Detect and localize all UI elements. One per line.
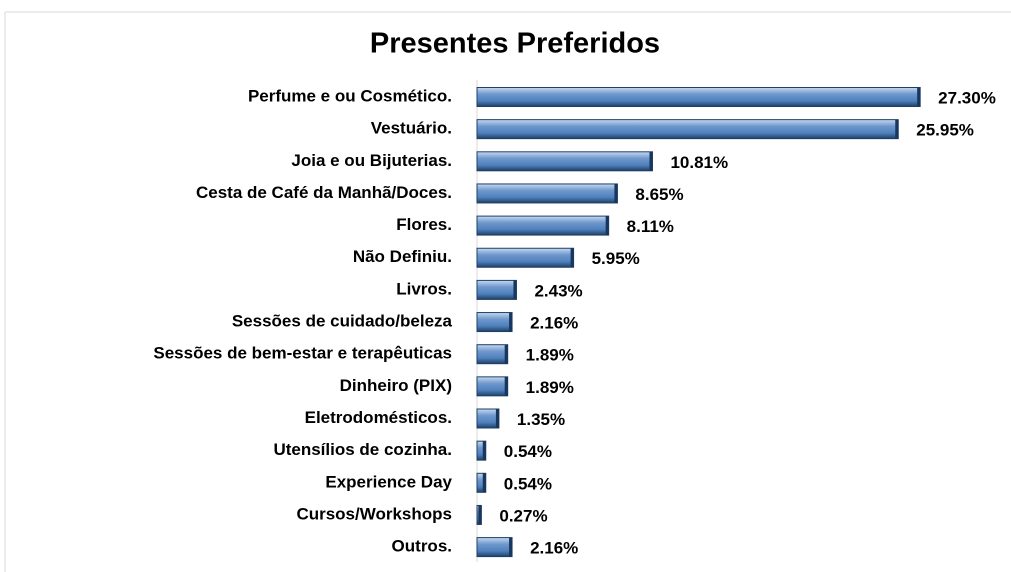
chart-title: Presentes Preferidos	[370, 28, 660, 60]
y-tick-label: Outros.	[392, 537, 452, 556]
data-label: 0.54%	[504, 474, 552, 493]
bar	[476, 119, 899, 140]
data-label: 10.81%	[670, 153, 728, 172]
y-tick-label: Eletrodomésticos.	[305, 408, 452, 427]
bar	[476, 215, 610, 236]
y-tick-label: Flores.	[396, 215, 452, 234]
bar	[476, 183, 618, 204]
y-tick-label: Cursos/Workshops	[296, 504, 452, 523]
data-label: 2.16%	[530, 539, 578, 558]
bar	[476, 537, 513, 558]
bar	[476, 247, 575, 268]
bar	[476, 376, 509, 397]
y-tick-label: Sessões de bem-estar e terapêuticas	[153, 344, 452, 363]
bar	[476, 279, 517, 300]
y-tick-label: Utensílios de cozinha.	[273, 440, 452, 459]
bar	[476, 344, 509, 365]
data-label: 5.95%	[592, 249, 640, 268]
data-label: 1.89%	[526, 346, 574, 365]
y-tick-label: Experience Day	[325, 472, 452, 491]
y-tick-label: Vestuário.	[371, 119, 452, 138]
bar	[476, 87, 921, 107]
y-tick-label: Dinheiro (PIX)	[340, 376, 452, 395]
data-label: 1.35%	[517, 410, 565, 429]
data-label: 25.95%	[916, 121, 974, 140]
data-label: 8.11%	[627, 217, 674, 236]
data-label: 27.30%	[938, 88, 996, 107]
y-tick-label: Cesta de Café da Manhã/Doces.	[196, 183, 452, 202]
bar	[476, 312, 513, 333]
data-label: 0.27%	[499, 506, 547, 525]
bar	[476, 408, 500, 429]
y-tick-label: Sessões de cuidado/beleza	[232, 312, 453, 331]
data-label: 0.54%	[504, 442, 552, 461]
data-label: 8.65%	[635, 185, 683, 204]
bar	[476, 151, 653, 172]
y-tick-label: Perfume e ou Cosmético.	[248, 86, 452, 105]
data-label: 2.16%	[530, 314, 578, 333]
data-label: 1.89%	[526, 378, 574, 397]
y-tick-label: Livros.	[396, 279, 452, 298]
y-tick-label: Joia e ou Bijuterias.	[291, 151, 452, 170]
y-tick-label: Não Definiu.	[353, 247, 452, 266]
data-label: 2.43%	[534, 281, 582, 300]
